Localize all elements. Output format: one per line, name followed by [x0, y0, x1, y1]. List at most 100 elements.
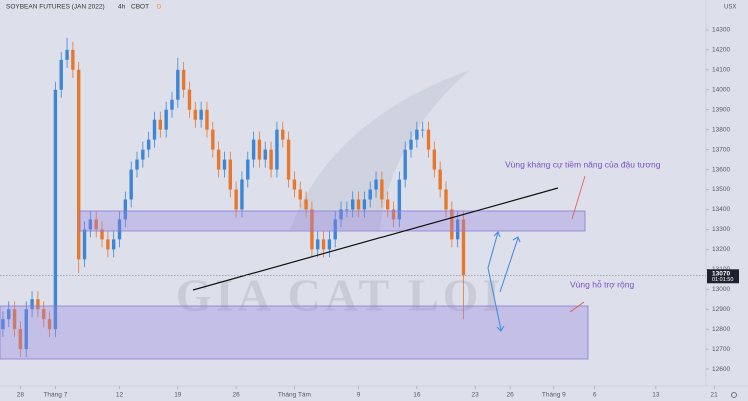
candle-body — [170, 99, 174, 110]
y-tick-label: 14100 — [712, 67, 730, 74]
y-tick-label: 13200 — [712, 246, 730, 253]
candle-body — [246, 159, 250, 180]
candle-body — [141, 149, 145, 160]
support-zone — [0, 305, 589, 360]
candle-body — [152, 119, 157, 140]
y-tick-label: 13800 — [712, 126, 730, 133]
y-tick-label: 13000 — [712, 286, 730, 293]
candle-body — [71, 49, 75, 70]
x-tick-label: Tháng 7 — [43, 392, 67, 399]
y-tick-label: 13300 — [712, 226, 730, 233]
exchange: CBOT — [131, 4, 149, 11]
x-tick-label: 21 — [711, 392, 719, 399]
candle-body — [30, 299, 34, 310]
candle-body — [211, 129, 215, 150]
candle-body — [257, 139, 262, 160]
candle-body — [281, 129, 285, 140]
candle-body — [362, 199, 367, 210]
candle-body — [88, 219, 93, 230]
candle-body — [94, 219, 98, 230]
candle-body — [205, 109, 209, 130]
candle-body — [251, 139, 256, 160]
last-price-label: 13070 — [712, 271, 730, 278]
y-tick-label: 13400 — [712, 206, 730, 213]
y-tick-label: 12900 — [712, 306, 730, 313]
candle-body — [7, 309, 11, 320]
x-tick-label: Tháng Tám — [278, 392, 311, 399]
candle-body — [374, 179, 378, 190]
candle-body — [158, 119, 163, 130]
watermark: GIA CAT LOI — [176, 270, 505, 321]
candle-body — [100, 229, 104, 240]
candle-body — [164, 109, 168, 130]
annotation: Vùng hỗ trợ rộng — [570, 279, 634, 289]
candle-body — [351, 199, 355, 210]
candle-body — [298, 189, 302, 200]
candle-body — [47, 319, 52, 330]
x-tick-label: 16 — [413, 392, 421, 399]
candle-body — [426, 129, 431, 150]
candle-body — [187, 89, 192, 110]
candle-body — [42, 309, 46, 320]
candle-body — [146, 139, 151, 150]
candle-body — [316, 239, 320, 250]
candle-body — [432, 149, 437, 170]
x-tick-label: 26 — [232, 392, 240, 399]
candle-body — [135, 159, 139, 170]
y-tick-label: 13600 — [712, 166, 730, 173]
currency: USX — [724, 5, 736, 11]
candle-body — [403, 149, 407, 180]
candle-body — [216, 149, 221, 170]
x-tick-label: 26 — [507, 392, 515, 399]
candle-body — [345, 209, 349, 211]
badge: D — [157, 5, 162, 11]
y-tick-label: 13500 — [712, 186, 730, 193]
x-tick-label: 9 — [357, 392, 361, 399]
x-tick-label: 23 — [472, 392, 480, 399]
candle-body — [368, 189, 372, 200]
candle-body — [391, 209, 396, 220]
candle-body — [450, 209, 454, 240]
candle-body — [356, 199, 361, 210]
projection-arrows — [487, 231, 521, 332]
resistance-zone — [79, 210, 586, 232]
last-price-box — [707, 269, 739, 284]
candle-body — [321, 239, 326, 250]
settings-icon[interactable] — [731, 392, 737, 398]
candle-body — [176, 69, 180, 100]
x-tick-label: 19 — [174, 392, 182, 399]
y-tick-label: 13900 — [712, 106, 730, 113]
y-tick-label: 13700 — [712, 146, 730, 153]
candle-body — [461, 219, 466, 276]
pointer-arrows — [569, 175, 586, 313]
candle-body — [339, 209, 343, 220]
candle-body — [1, 319, 5, 330]
y-tick-label: 12600 — [712, 366, 730, 373]
candle-body — [24, 309, 28, 350]
x-tick-label: 12 — [116, 392, 124, 399]
candle-body — [53, 89, 58, 330]
candle-body — [409, 139, 413, 150]
candle-body — [111, 239, 116, 250]
candle-body — [228, 159, 232, 190]
candle-body — [385, 199, 390, 210]
candle-body — [18, 329, 23, 350]
candle-body — [65, 49, 69, 60]
candle-body — [263, 149, 267, 160]
candle-body — [129, 169, 133, 200]
candle-body — [234, 189, 238, 210]
y-tick-label: 14000 — [712, 86, 730, 93]
candle-body — [240, 179, 244, 210]
y-tick-label: 14300 — [712, 27, 730, 34]
candle-body — [82, 229, 87, 260]
candle-body — [106, 239, 110, 250]
candle-body — [292, 179, 297, 190]
candle-body — [199, 109, 203, 120]
candle-body — [59, 59, 63, 90]
candle-body — [420, 129, 425, 131]
candle-body — [327, 239, 332, 250]
logo-fin — [290, 70, 470, 230]
x-tick-label: Tháng 9 — [542, 392, 566, 399]
candle-body — [438, 169, 442, 190]
